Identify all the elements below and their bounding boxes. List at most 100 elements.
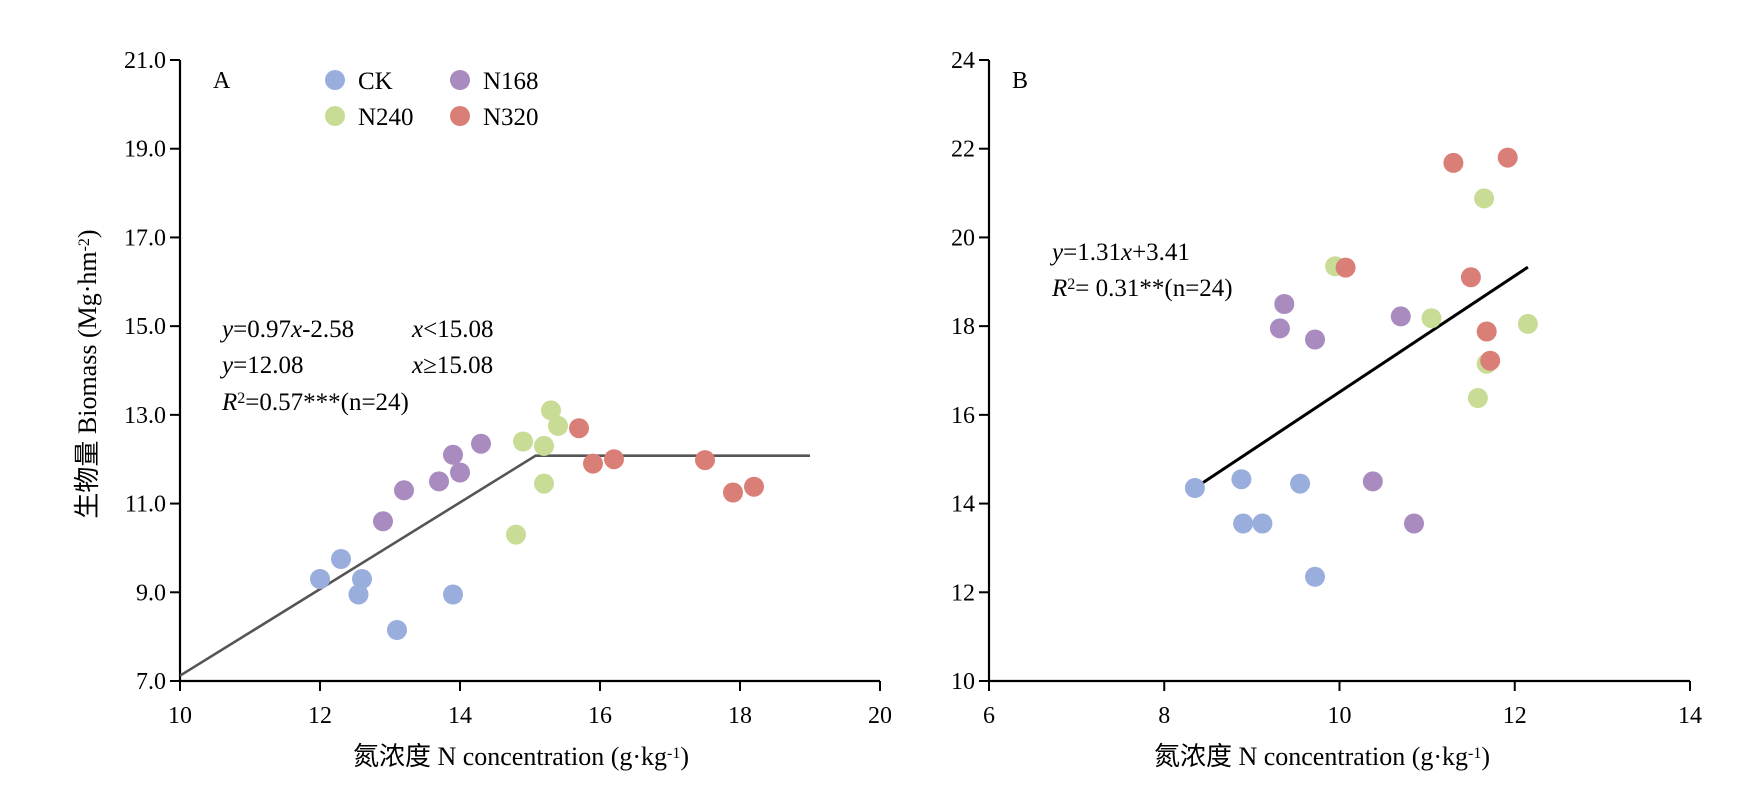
point-ck <box>443 584 463 605</box>
point-n240 <box>534 435 554 456</box>
panel-a-equations: y=0.97x-2.58 x<15.08 y=12.08 x≥15.08 R2=… <box>219 316 493 416</box>
point-n240 <box>1517 313 1538 334</box>
x-tick-label: 10 <box>168 703 192 729</box>
panel-b-label: B <box>1012 68 1028 94</box>
panel-b-x-axis-title: 氮浓度 N concentration (g·kg-1) <box>1154 742 1490 771</box>
point-n168 <box>443 444 463 465</box>
panel-a-chart: 10 12 14 16 18 20 7.0 9.0 11.0 13.0 15.0 17.0 19.0 21… <box>73 48 892 771</box>
legend-label-n168: N168 <box>483 68 539 95</box>
x-tick-label: 14 <box>448 703 472 729</box>
point-ck <box>387 620 407 640</box>
x-tick-label: 16 <box>588 703 612 729</box>
point-ck <box>352 569 372 589</box>
y-tick-label: 14 <box>951 492 975 518</box>
legend-marker-n168 <box>450 70 470 90</box>
point-n240 <box>534 473 554 494</box>
point-n320 <box>1476 321 1497 342</box>
y-tick-label: 7.0 <box>136 669 166 695</box>
panel-a-axes: 10 12 14 16 18 20 7.0 9.0 11.0 13.0 15.0 17.0 19.0 21… <box>124 48 892 729</box>
point-n240 <box>506 524 526 545</box>
y-tick-label: 21.0 <box>124 48 166 74</box>
y-tick-label: 13.0 <box>124 403 166 429</box>
panel-a-y-axis-title: 生物量 Biomass (Mg·hm-2) <box>73 229 102 518</box>
point-n168 <box>1274 294 1295 314</box>
point-n320 <box>695 450 715 471</box>
panel-b-fit-line <box>1194 265 1529 490</box>
point-ck <box>310 569 330 589</box>
y-tick-label: 11.0 <box>125 492 166 518</box>
point-n320 <box>1443 152 1464 173</box>
panel-a-legend: CK N168 N240 N320 <box>325 68 539 131</box>
x-tick-label: 18 <box>728 703 752 729</box>
point-ck <box>331 549 351 569</box>
x-tick-label: 12 <box>308 703 332 729</box>
point-ck <box>1233 513 1254 534</box>
panel-a-equation-2: y=12.08 <box>219 352 303 379</box>
point-ck <box>1290 473 1311 494</box>
x-tick-label: 14 <box>1678 703 1702 729</box>
x-tick-label: 10 <box>1328 703 1352 729</box>
panel-b-equation: y=1.31x+3.41 <box>1049 239 1190 266</box>
point-n240 <box>541 400 561 421</box>
panel-b-axes: 6 8 10 12 14 10 12 14 16 18 20 22 24 <box>951 48 1702 729</box>
point-n240 <box>1421 308 1442 329</box>
regression-line <box>179 454 810 677</box>
point-n320 <box>1480 350 1501 371</box>
point-ck <box>1305 566 1325 587</box>
point-n168 <box>1390 306 1411 327</box>
point-n240 <box>1467 388 1488 408</box>
panel-a-x-axis-title: 氮浓度 N concentration (g·kg-1) <box>353 742 689 771</box>
point-n320 <box>1460 267 1481 288</box>
y-tick-label: 15.0 <box>124 314 166 340</box>
y-tick-label: 19.0 <box>124 137 166 163</box>
panel-a-r-squared: R2=0.57***(n=24) <box>221 389 409 416</box>
x-tick-label: 8 <box>1158 703 1170 729</box>
point-n320 <box>604 449 624 470</box>
point-n240 <box>548 415 568 436</box>
point-n320 <box>1497 147 1518 168</box>
x-tick-label: 6 <box>983 703 995 729</box>
panel-a-points <box>310 400 764 640</box>
legend-label-n240: N240 <box>358 104 414 131</box>
legend-label-ck: CK <box>358 68 393 95</box>
legend-marker-ck <box>325 70 345 90</box>
point-n320 <box>1335 257 1356 278</box>
legend-marker-n240 <box>325 106 345 126</box>
y-tick-label: 24 <box>951 48 975 74</box>
panel-b-r-squared: R2= 0.31**(n=24) <box>1051 275 1233 302</box>
panel-a-label: A <box>213 68 231 94</box>
panel-b-chart: 6 8 10 12 14 10 12 14 16 18 20 22 24 B y=1.31x+3.41 … <box>951 48 1702 771</box>
point-ck <box>1252 513 1273 534</box>
y-tick-label: 18 <box>951 314 975 340</box>
point-ck <box>1184 478 1205 498</box>
point-n168 <box>471 433 491 454</box>
point-n240 <box>513 431 533 452</box>
legend-label-n320: N320 <box>483 104 539 131</box>
point-n240 <box>1474 188 1495 209</box>
y-tick-label: 20 <box>951 225 975 251</box>
point-n168 <box>1362 471 1383 492</box>
point-n168 <box>394 480 414 501</box>
point-n320 <box>744 476 764 497</box>
panel-a-equation-1: y=0.97x-2.58 <box>219 316 354 343</box>
x-tick-label: 12 <box>1503 703 1527 729</box>
point-n168 <box>1404 513 1424 534</box>
y-tick-label: 9.0 <box>136 580 166 606</box>
point-n320 <box>723 482 743 503</box>
panel-a-condition-1: x<15.08 <box>411 316 493 343</box>
panel-a-fit-line <box>179 454 810 677</box>
y-tick-label: 12 <box>951 580 975 606</box>
x-tick-label: 20 <box>868 703 892 729</box>
point-n168 <box>450 462 470 483</box>
point-n168 <box>1305 329 1325 350</box>
y-tick-label: 10 <box>951 669 975 695</box>
y-tick-label: 17.0 <box>124 225 166 251</box>
point-n168 <box>429 471 449 492</box>
panel-b-points <box>1184 147 1538 587</box>
y-tick-label: 22 <box>951 137 975 163</box>
legend-marker-n320 <box>450 106 470 126</box>
regression-line <box>1194 265 1529 490</box>
y-tick-label: 16 <box>951 403 975 429</box>
point-n320 <box>569 418 589 439</box>
